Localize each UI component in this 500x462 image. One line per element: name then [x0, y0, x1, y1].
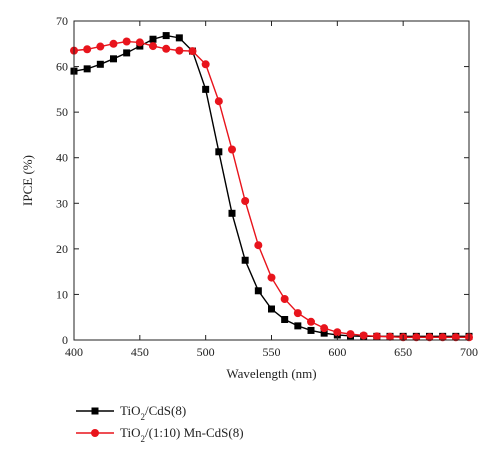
data-point-square: [215, 148, 223, 156]
data-point-square: [175, 34, 183, 42]
data-point-circle: [188, 47, 197, 56]
data-point-square: [268, 305, 275, 313]
data-point-circle: [162, 44, 171, 53]
data-point-circle: [91, 429, 99, 437]
series-layer: [70, 32, 473, 342]
y-tick-label: 70: [56, 14, 68, 28]
x-tick-label: 650: [394, 345, 412, 359]
y-tick-label: 10: [56, 287, 68, 301]
data-point-square: [91, 407, 99, 415]
y-tick-label: 60: [56, 60, 68, 74]
legend-label-part: /(1:10) Mn-CdS(8): [145, 425, 244, 440]
x-tick-label: 700: [460, 345, 478, 359]
y-tick-label: 0: [62, 333, 68, 347]
data-point-circle: [346, 330, 355, 339]
data-point-circle: [425, 333, 434, 342]
legend-item-0: TiO2/CdS(8): [76, 403, 186, 422]
data-point-circle: [386, 332, 394, 341]
series-0: [70, 32, 473, 340]
data-point-circle: [293, 309, 302, 318]
data-point-circle: [109, 39, 118, 48]
legend-label-part: /CdS(8): [145, 403, 186, 418]
plot-frame: [73, 20, 470, 341]
data-point-square: [294, 322, 302, 330]
y-tick-label: 20: [56, 242, 68, 256]
data-point-circle: [254, 241, 263, 250]
series-1: [70, 37, 473, 342]
data-point-circle: [149, 42, 157, 51]
y-tick-label: 50: [56, 105, 68, 119]
data-point-square: [123, 49, 131, 57]
x-tick-label: 400: [65, 345, 83, 359]
data-point-circle: [122, 37, 131, 46]
data-point-circle: [359, 331, 368, 340]
data-point-circle: [267, 273, 276, 282]
legend-label: TiO2/CdS(8): [120, 403, 186, 422]
legend-label-part: TiO: [120, 425, 140, 440]
data-point-square: [202, 85, 210, 93]
data-point-circle: [214, 97, 223, 106]
data-point-circle: [320, 324, 329, 333]
x-tick-label: 550: [263, 345, 281, 359]
data-point-circle: [307, 317, 315, 326]
x-tick-label: 500: [197, 345, 215, 359]
data-point-square: [96, 60, 104, 68]
data-point-circle: [372, 332, 381, 341]
x-axis-title: Wavelength (nm): [226, 366, 316, 381]
x-tick-label: 600: [328, 345, 346, 359]
series-line: [73, 34, 469, 338]
data-point-square: [162, 32, 170, 40]
data-point-square: [241, 256, 249, 264]
x-tick-label: 450: [131, 345, 149, 359]
data-point-circle: [438, 333, 447, 342]
data-point-circle: [451, 333, 460, 342]
data-point-square: [149, 35, 157, 43]
data-point-square: [307, 326, 315, 334]
legend-item-1: TiO2/(1:10) Mn-CdS(8): [76, 425, 244, 444]
y-tick-label: 40: [56, 151, 68, 165]
y-tick-label: 30: [56, 196, 68, 210]
data-point-circle: [412, 333, 421, 342]
data-point-square: [110, 55, 117, 63]
data-point-circle: [228, 145, 236, 154]
legend-label-part: TiO: [120, 403, 140, 418]
data-point-square: [320, 329, 328, 337]
data-point-circle: [333, 328, 342, 337]
data-point-circle: [175, 46, 184, 55]
legend-label-subscript: 2: [140, 412, 145, 422]
data-point-circle: [83, 45, 92, 54]
legend-label: TiO2/(1:10) Mn-CdS(8): [120, 425, 244, 444]
axes-layer: 400 450 500 550 600 650 700 0 10 20 30 40 50 60 70: [56, 14, 478, 359]
data-point-square: [254, 287, 262, 295]
data-point-circle: [201, 60, 210, 69]
data-point-circle: [241, 197, 250, 206]
data-point-square: [228, 209, 236, 217]
data-point-circle: [280, 294, 289, 303]
series-line: [73, 40, 469, 338]
y-axis-title: IPCE (%): [20, 155, 35, 206]
data-point-square: [83, 65, 91, 73]
data-point-square: [281, 315, 289, 323]
legend-label-subscript: 2: [140, 434, 145, 444]
legend: TiO2/CdS(8)TiO2/(1:10) Mn-CdS(8): [76, 403, 244, 444]
data-point-circle: [96, 42, 105, 51]
data-point-circle: [135, 38, 144, 47]
